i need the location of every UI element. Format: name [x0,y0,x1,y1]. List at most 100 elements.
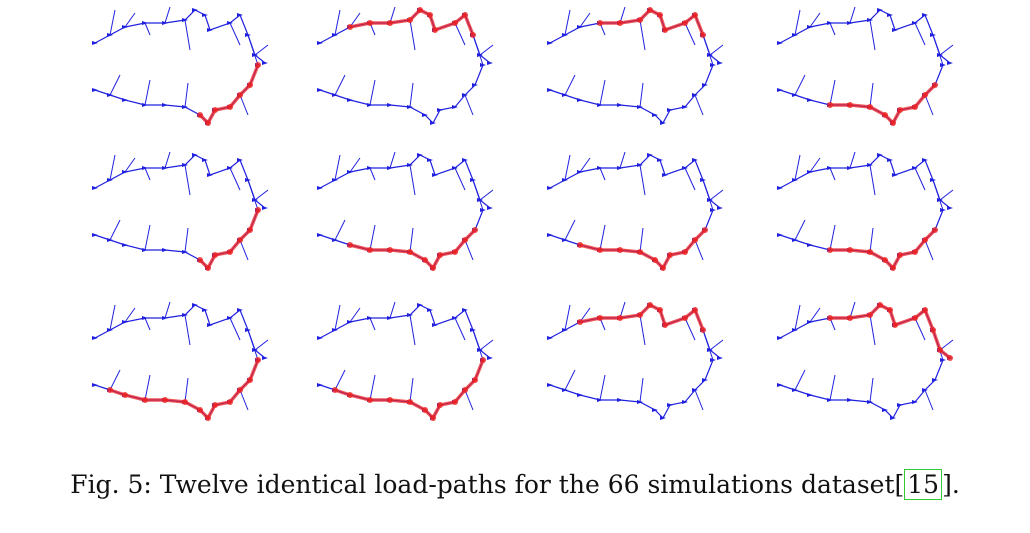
structure-node [710,208,716,212]
load-path-node [897,107,903,113]
structure-strut [184,164,191,196]
structure-node [202,13,208,17]
load-path-node [637,17,643,23]
structure-node [847,166,853,170]
load-path-line [198,209,260,271]
structure-strut [454,317,466,341]
structure-node [192,153,198,157]
structure-node [847,398,853,402]
structure-node [637,163,643,167]
load-path-node [417,7,423,13]
structure-strut [369,167,376,181]
structure-node [930,33,936,37]
structure-strut [639,377,644,403]
structure-strut [829,79,836,106]
structure-strut [254,189,269,201]
load-path-panel [92,6,269,126]
load-path-node [912,249,918,255]
structure-node [92,336,98,340]
load-path-node [122,392,128,398]
structure-node [922,388,928,392]
load-path-node [647,7,653,13]
citation-link[interactable]: 15 [904,469,943,500]
structure-node [162,103,168,107]
structure-strut [409,227,414,253]
structure-node [387,316,393,320]
structure-strut [144,224,151,251]
structure-node [562,33,568,37]
structure-node [472,83,478,87]
load-path-node [887,307,893,313]
structure-strut [389,301,396,319]
structure-node [245,178,251,182]
structure-strut [239,239,249,261]
structure-node [867,18,873,22]
structure-strut [564,9,571,36]
load-path-node [182,399,188,405]
structure-node [777,41,783,45]
structure-node [317,233,323,237]
structure-node [347,98,353,102]
structure-node [452,105,458,109]
load-path-node [882,112,888,118]
structure-strut [564,304,571,331]
caption-label: Fig. 5: [70,470,152,499]
structure-node [182,18,188,22]
structure-node [827,398,833,402]
load-path-node [682,315,688,321]
structure-node [432,173,438,177]
structure-node [657,158,663,162]
structure-node [882,408,888,412]
structure-node [245,328,251,332]
caption-ref-close: ]. [942,470,960,499]
load-path-node [867,104,873,110]
structure-top-chain [94,154,266,209]
structure-strut [939,44,954,56]
structure-node [487,61,493,65]
structure-strut [702,34,714,66]
structure-node [940,208,946,212]
structure-node [547,233,553,237]
structure-node [262,356,268,360]
load-path-node [660,265,666,271]
structure-node [807,98,813,102]
structure-node [667,403,673,407]
structure-node [617,398,623,402]
structure-strut [709,189,724,201]
load-path-node [577,242,583,248]
load-path-node [597,315,603,321]
structure-strut [184,19,191,51]
load-path-node [930,327,936,333]
structure-node [122,243,128,247]
structure-node [477,198,483,202]
structure-node [922,13,928,17]
structure-node [577,98,583,102]
structure-strut [472,179,484,211]
structure-node [332,238,338,242]
load-path-node [462,387,468,393]
structure-strut [794,154,801,181]
structure-node [192,303,198,307]
structure-strut [109,369,121,391]
structure-node [252,53,258,57]
structure-node [237,158,243,162]
structure-strut [849,151,856,169]
structure-strut [702,329,714,361]
structure-strut [794,219,806,241]
structure-node [807,243,813,247]
structure-node [777,233,783,237]
structure-node [332,93,338,97]
structure-node [702,378,708,382]
load-path-node [212,402,218,408]
load-path-node [247,82,253,88]
structure-strut [684,317,696,341]
structure-node [92,41,98,45]
load-path-node [647,302,653,308]
structure-node [947,206,953,210]
structure-strut [164,6,171,24]
load-path-node [947,355,953,361]
structure-strut [229,317,241,341]
structure-strut [914,317,926,341]
structure-strut [479,44,494,56]
structure-strut [794,304,801,331]
